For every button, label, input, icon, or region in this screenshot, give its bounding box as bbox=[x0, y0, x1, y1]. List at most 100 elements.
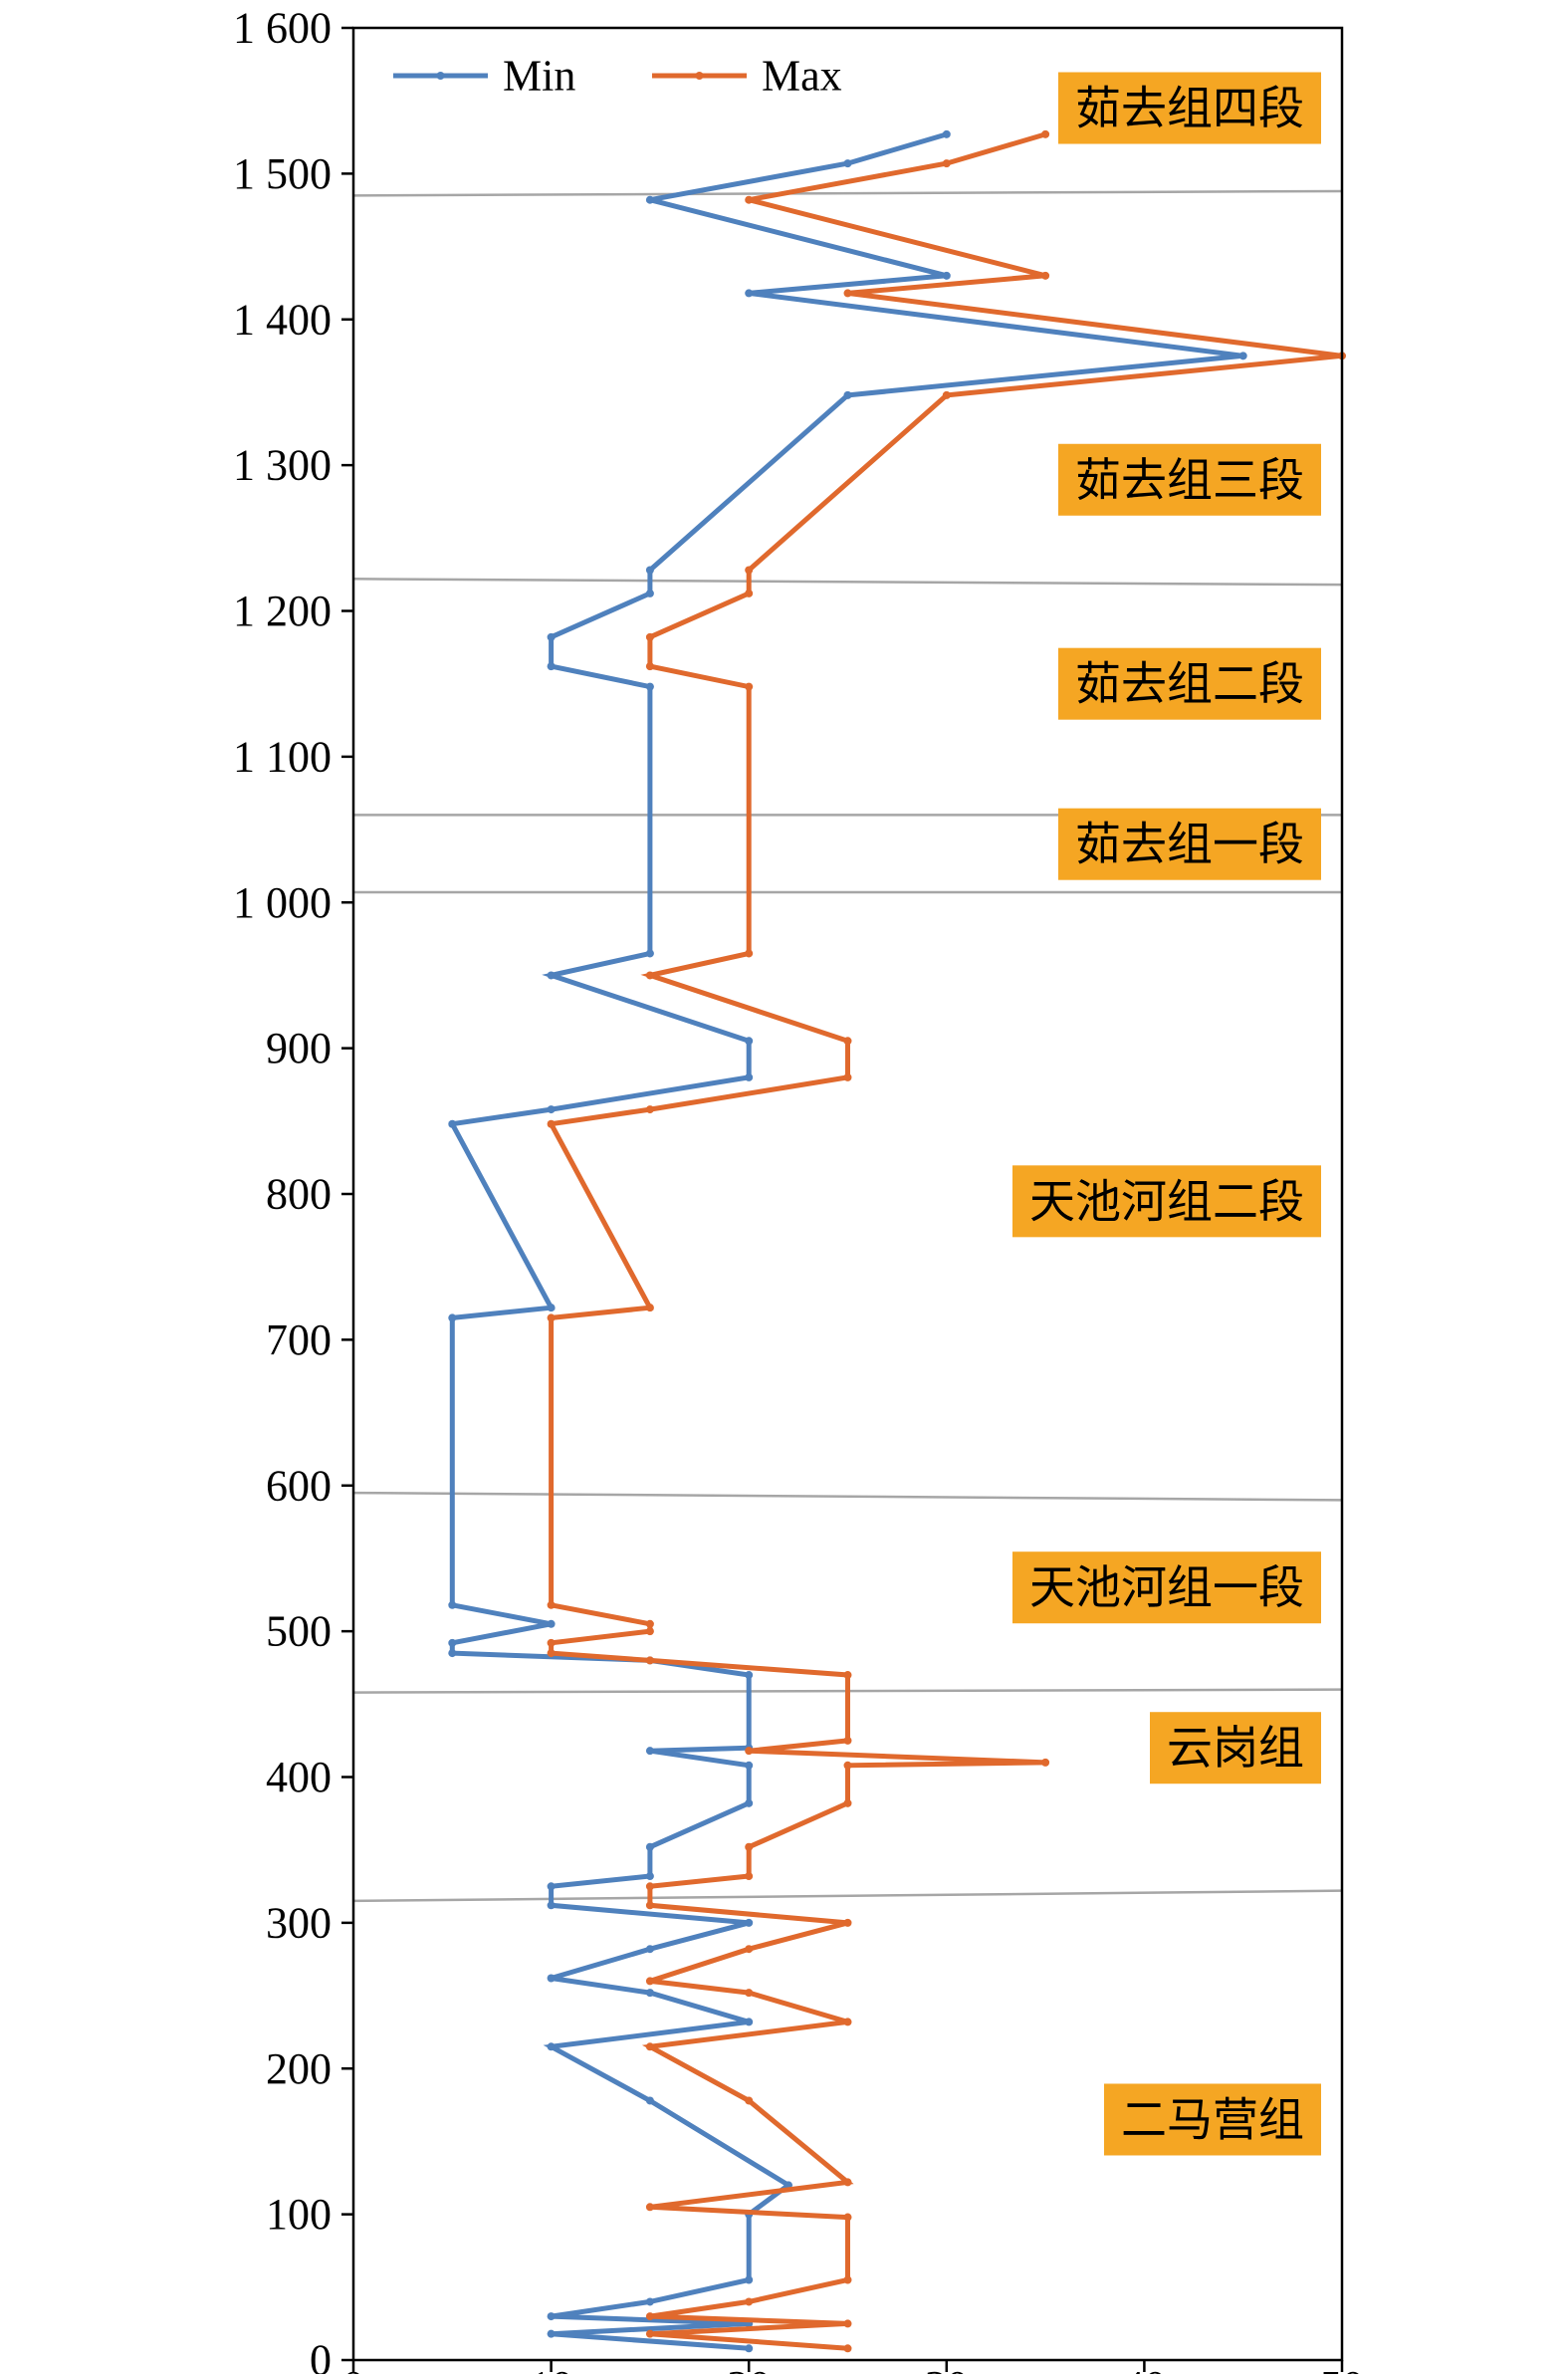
data-point-min-42 bbox=[843, 390, 852, 399]
zone-label-box bbox=[1058, 808, 1321, 880]
legend: Min Max bbox=[393, 52, 842, 101]
data-point-max-2 bbox=[843, 2319, 852, 2328]
data-point-max-5 bbox=[843, 2275, 852, 2284]
data-series bbox=[448, 129, 1346, 2353]
data-point-min-0 bbox=[745, 2344, 754, 2353]
series-line-max bbox=[547, 131, 1343, 2351]
data-point-max-17 bbox=[645, 1882, 654, 1891]
data-point-max-7 bbox=[645, 2203, 654, 2212]
y-tick-label: 1 100 bbox=[233, 732, 332, 781]
boundary-line-1 bbox=[352, 578, 1343, 587]
data-point-max-38 bbox=[645, 971, 654, 980]
data-point-min-39 bbox=[547, 632, 556, 641]
data-point-max-6 bbox=[843, 2213, 852, 2222]
data-point-max-10 bbox=[645, 2042, 654, 2051]
y-tick-label: 1 500 bbox=[233, 149, 332, 198]
data-point-min-28 bbox=[448, 1600, 457, 1609]
data-point-max-48 bbox=[1041, 271, 1050, 280]
data-point-max-11 bbox=[843, 2018, 852, 2026]
data-point-max-13 bbox=[645, 1977, 654, 1986]
data-point-min-43 bbox=[1238, 352, 1247, 360]
data-point-max-15 bbox=[843, 1918, 852, 1927]
zone-label-box bbox=[1058, 647, 1321, 720]
x-tick-label: 0 bbox=[342, 2362, 364, 2374]
y-tick-label: 700 bbox=[266, 1315, 332, 1364]
data-point-min-16 bbox=[547, 1882, 556, 1891]
legend-label-max: Max bbox=[762, 52, 842, 101]
data-point-min-34 bbox=[745, 1037, 754, 1046]
data-point-min-15 bbox=[547, 1901, 556, 1910]
data-point-max-23 bbox=[745, 1747, 754, 1756]
data-point-max-19 bbox=[745, 1842, 754, 1851]
y-tick-label: 900 bbox=[266, 1024, 332, 1072]
data-point-min-25 bbox=[448, 1649, 457, 1658]
data-point-max-1 bbox=[645, 2329, 654, 2338]
y-tick-label: 400 bbox=[266, 1753, 332, 1801]
zone-label-box bbox=[1150, 1712, 1321, 1784]
data-point-max-18 bbox=[745, 1872, 754, 1881]
x-tick-label: 10 bbox=[530, 2362, 573, 2374]
data-point-min-32 bbox=[547, 1105, 556, 1114]
data-point-min-48 bbox=[942, 129, 951, 138]
data-point-min-21 bbox=[645, 1747, 654, 1756]
data-point-min-40 bbox=[645, 589, 654, 597]
zone-label-text: 云岗组 bbox=[1167, 1721, 1304, 1775]
legend-marker-min bbox=[436, 72, 445, 80]
x-tick-label: 20 bbox=[727, 2362, 771, 2374]
data-point-max-27 bbox=[547, 1649, 556, 1658]
data-point-min-47 bbox=[843, 159, 852, 168]
data-point-max-28 bbox=[547, 1638, 556, 1647]
zone-label-text: 天池河组二段 bbox=[1029, 1174, 1304, 1228]
data-point-min-9 bbox=[547, 2042, 556, 2051]
data-point-min-13 bbox=[645, 1945, 654, 1954]
zone-label-text: 二马营组 bbox=[1121, 2092, 1304, 2146]
zone-label-text: 天池河组一段 bbox=[1029, 1560, 1304, 1614]
data-point-max-3 bbox=[645, 2312, 654, 2321]
data-point-max-31 bbox=[547, 1600, 556, 1609]
data-point-max-35 bbox=[645, 1105, 654, 1114]
data-point-max-40 bbox=[745, 682, 754, 691]
data-point-min-41 bbox=[645, 566, 654, 575]
y-tick-label: 500 bbox=[266, 1607, 332, 1656]
data-point-min-18 bbox=[645, 1842, 654, 1851]
data-point-min-1 bbox=[547, 2329, 556, 2338]
x-tick-label: 40 bbox=[1122, 2362, 1166, 2374]
data-point-min-12 bbox=[547, 1974, 556, 1983]
data-point-min-4 bbox=[645, 2297, 654, 2306]
zone-label-text: 茹去组三段 bbox=[1075, 453, 1304, 507]
data-point-max-42 bbox=[645, 632, 654, 641]
data-point-max-8 bbox=[843, 2178, 852, 2187]
data-point-min-31 bbox=[448, 1119, 457, 1128]
y-tick-label: 300 bbox=[266, 1898, 332, 1947]
zone-label-text: 茹去组四段 bbox=[1075, 82, 1304, 135]
zone-label-box bbox=[1058, 72, 1321, 144]
data-point-max-51 bbox=[1041, 129, 1050, 138]
zone-label-text: 茹去组一段 bbox=[1075, 818, 1304, 871]
y-tick-label: 1 200 bbox=[233, 587, 332, 635]
boundary-line-6 bbox=[352, 1889, 1343, 1903]
data-point-max-9 bbox=[745, 2096, 754, 2105]
data-point-max-39 bbox=[745, 949, 754, 958]
data-point-min-11 bbox=[645, 1989, 654, 1998]
data-point-max-14 bbox=[745, 1945, 754, 1954]
zone-label-box bbox=[1012, 1551, 1321, 1624]
zone-label-box bbox=[1104, 2083, 1321, 2156]
data-point-max-21 bbox=[843, 1761, 852, 1770]
data-point-min-29 bbox=[448, 1313, 457, 1322]
data-point-min-10 bbox=[745, 2018, 754, 2026]
data-point-max-33 bbox=[645, 1304, 654, 1312]
data-point-min-27 bbox=[547, 1619, 556, 1628]
data-point-max-29 bbox=[645, 1627, 654, 1636]
data-point-max-44 bbox=[745, 566, 754, 575]
data-point-min-36 bbox=[645, 949, 654, 958]
data-point-min-44 bbox=[745, 289, 754, 298]
y-tick-label: 1 400 bbox=[233, 295, 332, 344]
boundary-line-0 bbox=[352, 189, 1343, 197]
data-point-max-12 bbox=[745, 1989, 754, 1998]
y-tick-label: 800 bbox=[266, 1170, 332, 1219]
legend-marker-max bbox=[695, 72, 704, 80]
data-point-min-30 bbox=[547, 1304, 556, 1312]
data-point-max-43 bbox=[745, 589, 754, 597]
